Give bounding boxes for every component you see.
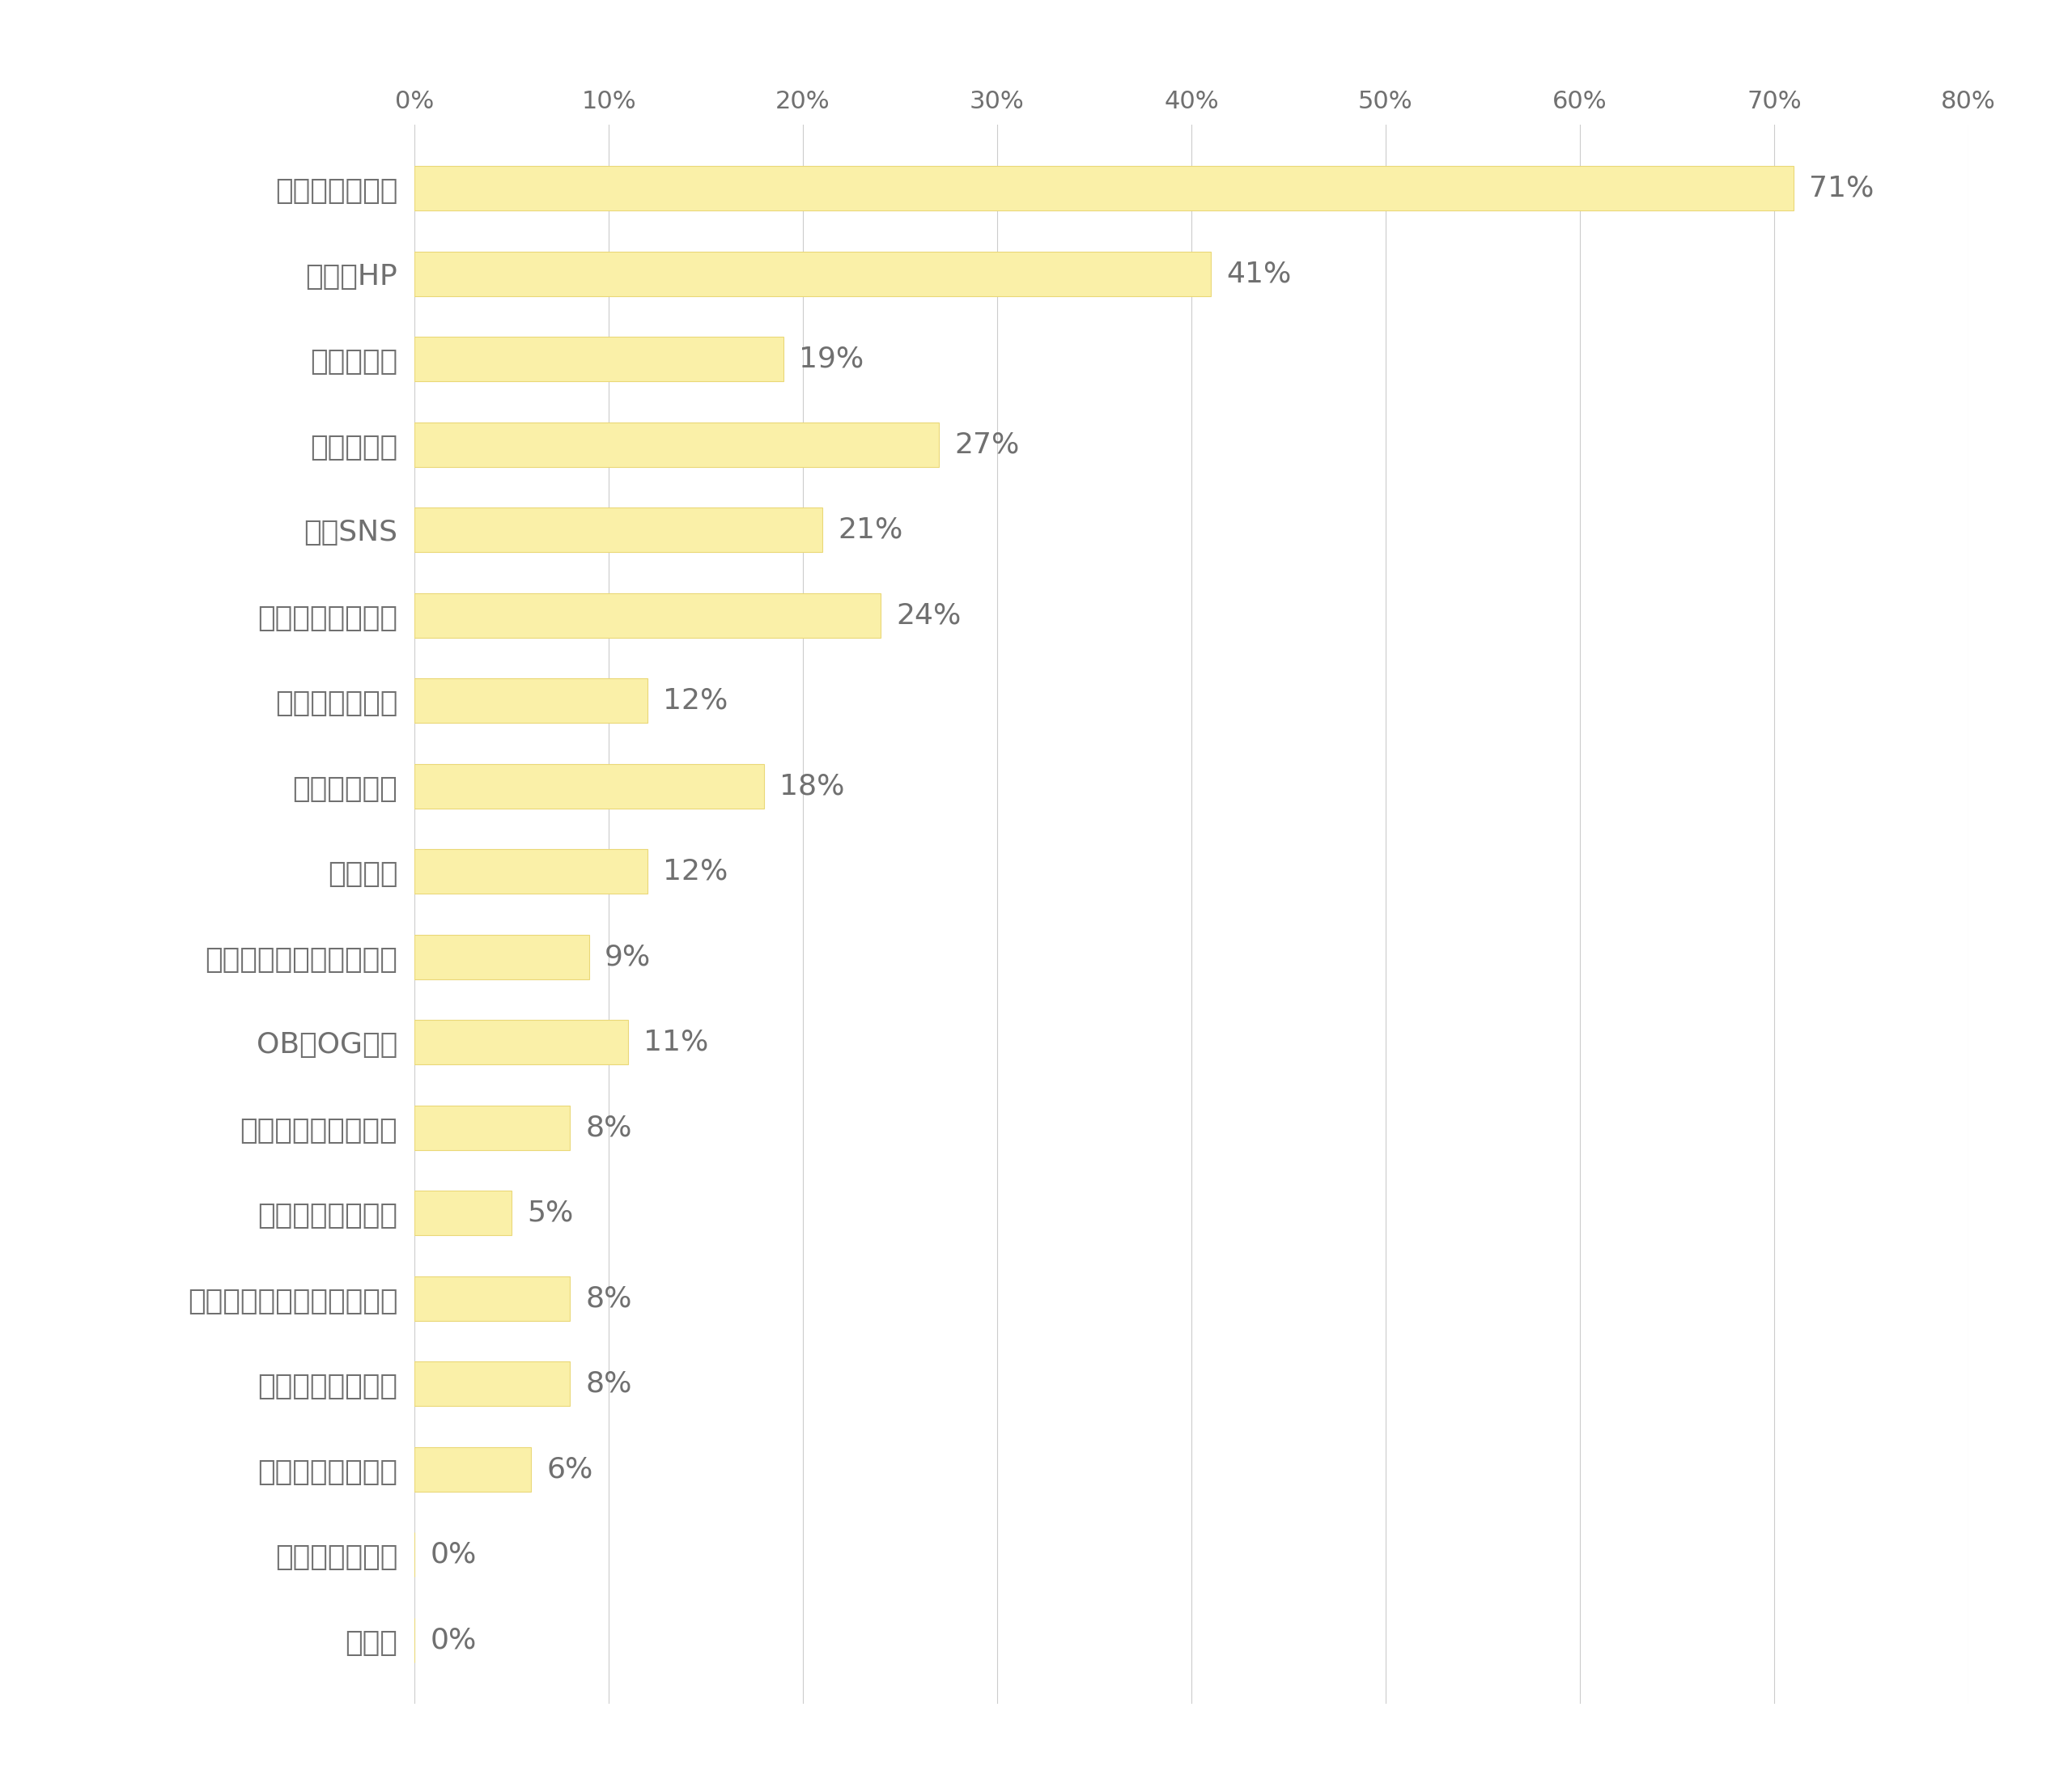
Bar	[414, 1361, 570, 1406]
Text: 41%: 41%	[1227, 259, 1291, 288]
Bar	[414, 1106, 570, 1150]
Bar	[414, 848, 646, 893]
Bar	[414, 593, 881, 637]
Text: 8%: 8%	[586, 1285, 632, 1312]
Text: 6%: 6%	[547, 1456, 593, 1482]
Bar	[414, 1276, 570, 1321]
Text: 12%: 12%	[663, 687, 727, 714]
Text: 19%: 19%	[800, 346, 864, 373]
Bar	[414, 337, 783, 382]
Bar	[414, 508, 823, 552]
Text: 18%: 18%	[779, 772, 845, 801]
Text: 24%: 24%	[897, 602, 961, 628]
Text: 11%: 11%	[644, 1028, 709, 1056]
Bar	[414, 1447, 530, 1491]
Bar	[414, 167, 1794, 211]
Bar	[414, 1191, 512, 1235]
Bar	[414, 252, 1210, 296]
Text: 71%: 71%	[1809, 174, 1875, 202]
Bar	[414, 422, 939, 467]
Text: 0%: 0%	[431, 1626, 477, 1654]
Text: 27%: 27%	[955, 431, 1019, 458]
Text: 12%: 12%	[663, 857, 727, 886]
Bar	[414, 935, 588, 980]
Text: 0%: 0%	[431, 1541, 477, 1569]
Text: 21%: 21%	[837, 517, 903, 543]
Text: 8%: 8%	[586, 1115, 632, 1141]
Text: 9%: 9%	[605, 943, 651, 971]
Bar	[414, 678, 646, 722]
Text: 8%: 8%	[586, 1370, 632, 1397]
Bar	[414, 1021, 628, 1065]
Text: 5%: 5%	[526, 1200, 574, 1227]
Bar	[414, 763, 765, 808]
